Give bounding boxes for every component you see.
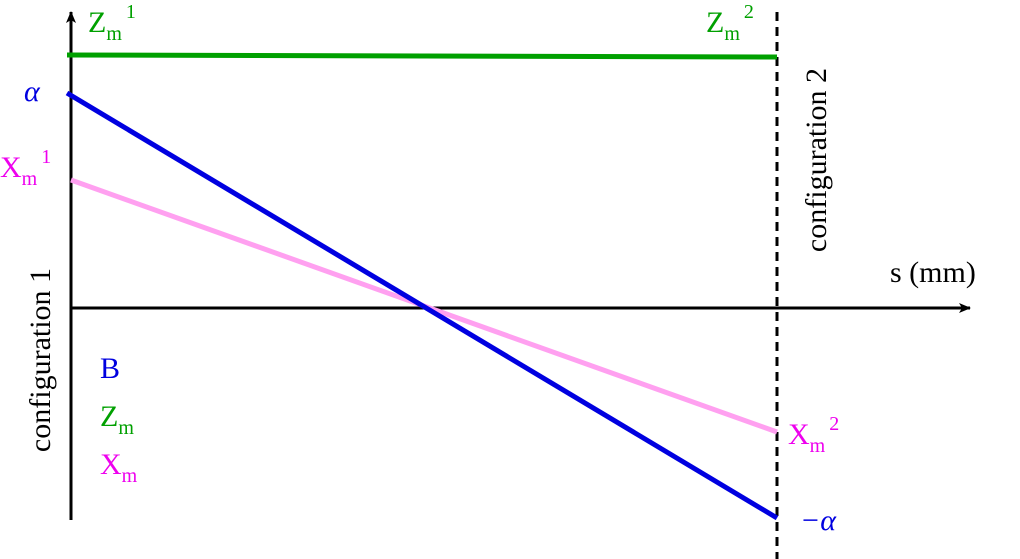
x-axis-label: s (mm) [890, 256, 976, 289]
z-label-sup: 2 [744, 1, 754, 23]
z-label-sup: 1 [126, 1, 136, 23]
x-label-base: X [788, 418, 810, 451]
x-label-sub: m [22, 168, 38, 190]
z-label: Zm2 [706, 1, 754, 45]
config-label: configuration 1 [24, 268, 57, 452]
z-label-sub: m [106, 23, 122, 45]
alpha-label-base: −α [800, 504, 837, 537]
x-label-sub: m [810, 435, 826, 457]
z-label-sub: m [724, 23, 740, 45]
legend-entry-base: B [100, 352, 120, 385]
z-label-base: Z [706, 6, 724, 39]
legend-entry-base: X [100, 448, 122, 481]
x-label: Xm1 [0, 146, 51, 190]
legend-entry: B [100, 352, 120, 385]
legend-entry: Zm [100, 400, 134, 439]
alpha-label-base: α [24, 75, 41, 108]
x-label: Xm2 [788, 413, 839, 457]
alpha-label: α [24, 75, 41, 108]
legend-entry-sub: m [122, 465, 138, 487]
config-label: configuration 2 [800, 68, 833, 252]
z-line [66, 52, 778, 60]
legend-entry-base: Z [100, 400, 118, 433]
x-label-base: X [0, 151, 22, 184]
b-line [65, 90, 779, 521]
z-label-base: Z [88, 6, 106, 39]
x-label-sup: 2 [829, 413, 839, 435]
z-label: Zm1 [88, 1, 136, 45]
legend-entry-sub: m [118, 417, 134, 439]
alpha-label: −α [800, 504, 837, 537]
legend-entry: Xm [100, 448, 138, 487]
x-label-sup: 1 [41, 146, 51, 168]
